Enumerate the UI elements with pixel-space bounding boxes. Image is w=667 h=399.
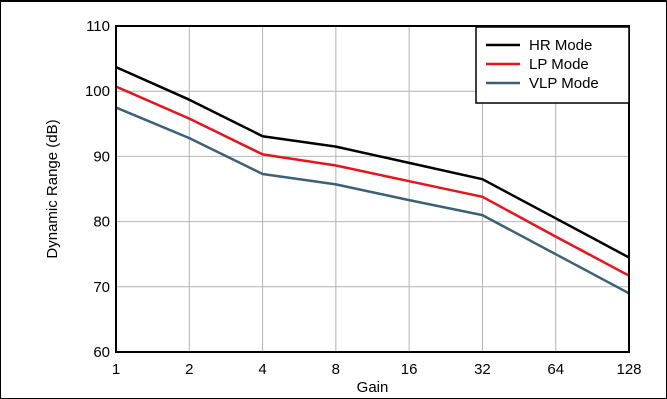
y-tick-label: 80 xyxy=(93,214,110,231)
legend-label: HR Mode xyxy=(529,37,592,54)
x-tick-label: 64 xyxy=(547,361,564,378)
legend: HR Mode LP Mode VLP Mode xyxy=(475,26,630,104)
series-lines xyxy=(115,65,630,295)
x-tick-label: 4 xyxy=(258,361,266,378)
plot-border xyxy=(115,25,630,353)
x-tick-label: 32 xyxy=(474,361,491,378)
x-tick-label: 1 xyxy=(112,361,120,378)
legend-label: VLP Mode xyxy=(529,75,599,92)
y-tick-label: 60 xyxy=(93,344,110,361)
legend-label: LP Mode xyxy=(529,56,589,73)
x-axis-label: Gain xyxy=(357,379,389,396)
x-tick-label: 2 xyxy=(185,361,193,378)
series-line-hr-mode xyxy=(115,65,630,259)
series-line-vlp-mode xyxy=(115,106,630,295)
y-tick-label: 110 xyxy=(86,18,110,35)
y-tick-label: 70 xyxy=(93,279,110,296)
x-tick-label: 128 xyxy=(616,361,641,378)
x-tick-label: 8 xyxy=(332,361,340,378)
x-tick-label: 16 xyxy=(401,361,418,378)
tick-labels: 1 2 4 8 16 32 64 128 60 70 80 90 100 110 xyxy=(85,18,642,378)
y-tick-label: 100 xyxy=(85,83,110,100)
y-axis-label: Dynamic Range (dB) xyxy=(44,119,61,258)
series-line-lp-mode xyxy=(115,85,630,277)
y-tick-label: 90 xyxy=(93,148,110,165)
